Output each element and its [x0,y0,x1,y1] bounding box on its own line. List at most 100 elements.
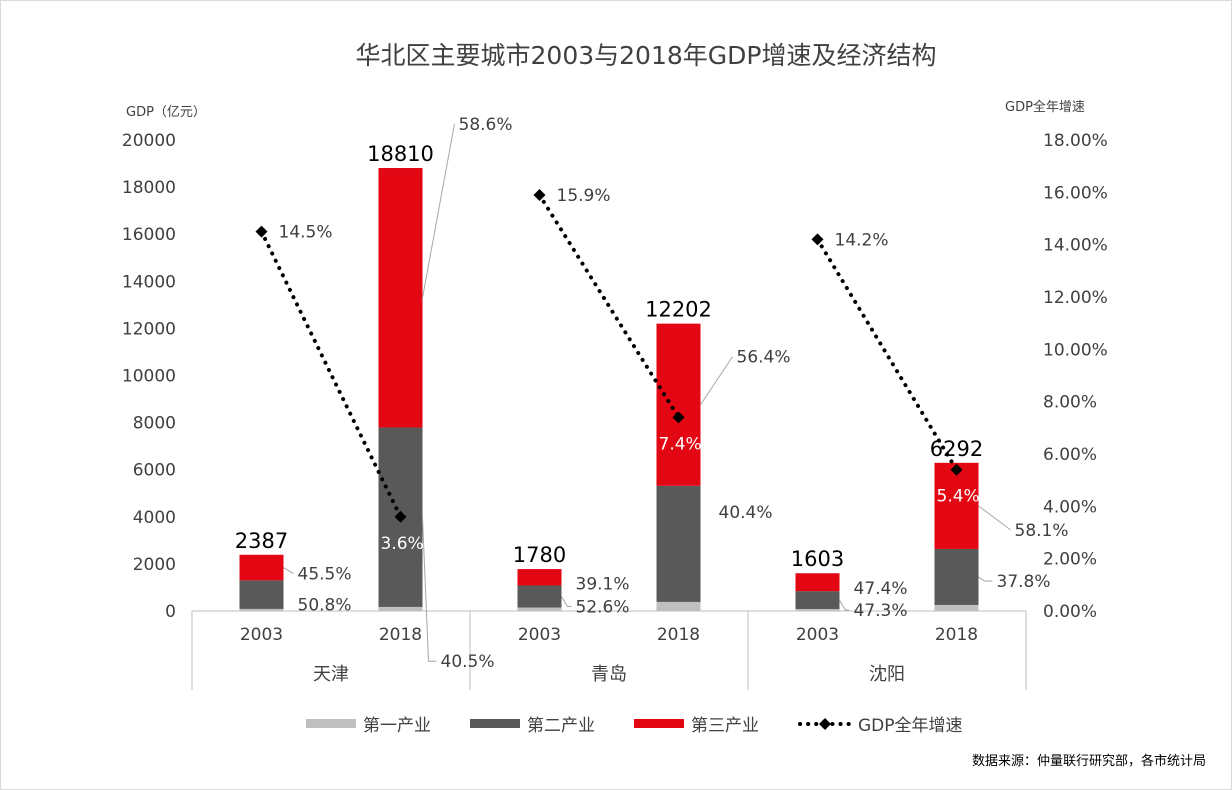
tertiary-share-label: 39.1% [576,574,630,594]
y-axis-left-label: GDP（亿元） [126,105,206,120]
legend-swatch [470,719,520,728]
x-tick-label: 2018 [379,625,422,645]
x-tick-label: 2018 [935,625,978,645]
legend-swatch [306,719,356,728]
bar-segment [517,607,562,611]
group-label: 青岛 [591,664,627,685]
total-label: 2387 [235,529,288,553]
bar-segment [795,608,840,611]
bar-segment [795,591,840,609]
secondary-share-label: 40.4% [719,503,773,523]
growth-label: 5.4% [937,487,980,507]
legend: 第一产业 第二产业 第三产业 GDP全年增速 [306,716,963,736]
y-right-tick-label: 16.00% [1043,183,1108,203]
growth-label: 14.2% [835,230,889,250]
growth-marker [811,233,824,246]
y-right-tick-label: 2.00% [1043,550,1097,570]
leader-line [422,123,455,298]
y-left-tick-label: 14000 [122,272,176,292]
growth-marker [255,225,268,238]
bar-segment [239,554,284,581]
tertiary-share-label: 58.6% [459,115,513,135]
bar-segment [517,569,562,586]
legend-swatch [634,719,684,728]
legend-line-marker [819,718,831,730]
growth-line-segment [537,192,681,420]
growth-label: 7.4% [659,434,702,454]
y-left-tick-label: 10000 [122,367,176,387]
growth-label: 15.9% [557,186,611,206]
legend-label: 第二产业 [527,716,595,736]
group-label: 沈阳 [869,664,905,685]
leader-line [561,596,572,608]
data-labels-group: 2387188101780122021603629245.5%50.8%58.6… [235,115,1069,672]
total-label: 12202 [645,298,712,322]
y-left-tick-label: 16000 [122,225,176,245]
growth-marker [394,510,407,523]
secondary-share-label: 37.8% [997,572,1051,592]
leader-line [978,576,993,582]
bar-segment [378,606,423,611]
y-left-tick-label: 12000 [122,319,176,339]
bar-segment [795,573,840,592]
bar-segment [656,485,701,602]
tertiary-share-label: 45.5% [298,565,352,585]
leader-line [422,517,437,662]
growth-label: 3.6% [381,534,424,554]
bar-segment [934,548,979,605]
legend-label: GDP全年增速 [858,716,963,736]
total-label: 1780 [513,543,566,567]
growth-line-segment [815,237,959,472]
legend-label: 第三产业 [691,716,759,736]
secondary-share-label: 50.8% [298,596,352,616]
growth-marker [533,188,546,201]
secondary-share-label: 40.5% [441,652,495,672]
chart-title: 华北区主要城市2003与2018年GDP增速及经济结构 [356,41,937,70]
total-label: 1603 [791,547,844,571]
growth-label: 14.5% [279,223,333,243]
y-left-tick-label: 6000 [133,461,176,481]
tertiary-share-label: 56.4% [737,348,791,368]
y-right-tick-label: 14.00% [1043,236,1108,256]
x-tick-label: 2003 [796,625,839,645]
y-right-tick-label: 18.00% [1043,131,1108,151]
axes-group: 0 2000 4000 6000 8000 10000 12000 14000 16000 180… [122,131,1108,690]
leader-line [283,567,294,575]
growth-line-group: 14.5% 3.6% 15.9% 7.4% 14.2% 5.4% [255,186,980,554]
total-label: 18810 [367,142,434,166]
bar-segment [934,462,979,549]
y-right-tick-label: 6.00% [1043,445,1097,465]
bar-segment [934,604,979,611]
bar-segment [656,323,701,486]
y-right-tick-label: 8.00% [1043,393,1097,413]
y-right-tick-label: 10.00% [1043,340,1108,360]
group-label: 天津 [313,664,349,685]
y-right-tick-label: 12.00% [1043,288,1108,308]
x-tick-label: 2003 [240,625,283,645]
growth-marker [672,411,685,424]
y-left-tick-label: 4000 [133,508,176,528]
y-left-tick-label: 8000 [133,414,176,434]
growth-marker [950,463,963,476]
bar-segment [378,168,423,428]
x-tick-label: 2003 [518,625,561,645]
y-right-tick-label: 0.00% [1043,602,1097,622]
tertiary-share-label: 58.1% [1015,521,1069,541]
leader-line [978,505,1011,531]
tertiary-share-label: 47.4% [854,579,908,599]
legend-label: 第一产业 [363,716,431,736]
y-left-tick-label: 2000 [133,555,176,575]
secondary-share-label: 52.6% [576,598,630,618]
leader-line [700,356,733,406]
y-axis-right-label: GDP全年增速 [1005,99,1085,115]
y-left-tick-label: 18000 [122,178,176,198]
bar-segment [239,608,284,611]
leader-line [839,599,850,611]
source-note: 数据来源：仲量联行研究部，各市统计局 [972,753,1206,769]
y-left-tick-label: 20000 [122,131,176,151]
bar-segment [517,585,562,608]
x-tick-label: 2018 [657,625,700,645]
bar-segment [656,601,701,611]
secondary-share-label: 47.3% [854,601,908,621]
